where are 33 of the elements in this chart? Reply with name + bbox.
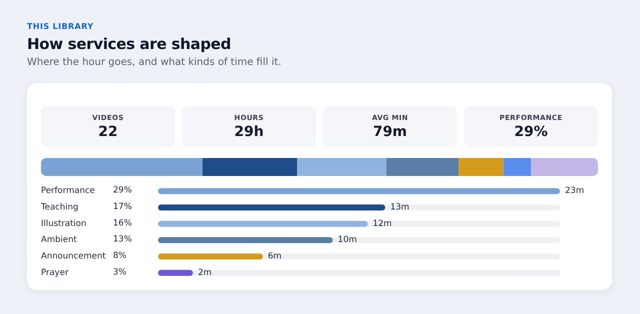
text: Where the hour goes, and what kinds of time fill it. [27,57,282,68]
text: 29% [514,124,548,140]
y-tick-label: Teaching [40,202,78,212]
text: 3% [113,267,126,278]
data-label: 2m [198,268,212,278]
text: 29h [234,124,264,140]
text: 17% [113,202,132,212]
data-label: 13m [390,202,410,212]
text: 22 [98,124,118,140]
bar [158,270,193,276]
y-tick-label: Illustration [41,218,86,229]
y-tick-label: Prayer [41,268,69,278]
bar [297,158,386,176]
data-label: 6m [268,252,282,262]
text: 79m [372,124,408,140]
bar [531,158,598,176]
bar [503,158,532,176]
data-label: 10m [338,235,357,246]
bar [202,158,298,176]
data-label: 23m [565,186,584,196]
data-label: 12m [372,218,392,229]
bar [41,158,203,176]
y-tick-label: Announcement [41,252,106,262]
text: How services are shaped [27,35,232,53]
bar [386,158,459,176]
text: 13% [113,234,132,245]
text: 16% [113,218,132,228]
bar [458,158,504,176]
text: 8% [113,251,126,261]
text: THIS LIBRARY [27,22,95,31]
y-tick-label: Performance [41,186,95,196]
y-tick-label: Ambient [41,235,78,246]
text: 29% [113,186,132,196]
